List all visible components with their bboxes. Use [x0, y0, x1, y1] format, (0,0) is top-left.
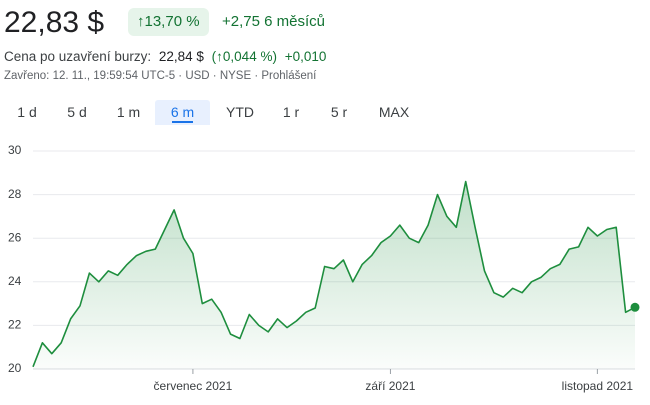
x-tick-label: září 2021	[365, 379, 415, 393]
change-badge: ↑13,70 %	[128, 8, 209, 36]
range-tabs: 1 d 5 d 1 m 6 m YTD 1 r 5 r MAX	[0, 100, 440, 126]
range-tab[interactable]: 5 r	[330, 104, 348, 120]
y-tick-label: 28	[8, 187, 22, 201]
range-tab[interactable]: 1 r	[282, 104, 300, 120]
y-tick-label: 20	[8, 361, 22, 375]
after-hours-percent: (↑0,044 %)	[211, 49, 277, 64]
x-tick-label: červenec 2021	[154, 379, 233, 393]
x-tick-label: listopad 2021	[562, 379, 634, 393]
change: +2,75 6 měsíců	[222, 13, 325, 30]
after-hours: Cena po uzavření burzy: 22,84 $ (↑0,044 …	[4, 49, 330, 64]
area-fill	[33, 181, 635, 369]
price-line	[32, 180, 636, 368]
price: 22,83 $	[4, 6, 105, 39]
y-tick-label: 30	[8, 143, 22, 157]
status: Zavřeno: 12. 11., 19:59:54 UTC-5 · USD ·…	[4, 70, 317, 82]
y-tick-label: 26	[8, 230, 22, 244]
range-tab[interactable]: 6 m	[155, 100, 210, 125]
after-hours-price: 22,84 $	[158, 49, 204, 64]
range-tab[interactable]: 1 d	[17, 104, 37, 120]
range-tab[interactable]: YTD	[226, 104, 254, 120]
after-hours-label: Cena po uzavření burzy:	[4, 49, 152, 64]
range-tab[interactable]: 5 d	[67, 104, 87, 120]
after-hours-change: +0,010	[284, 49, 327, 64]
range-tab[interactable]: MAX	[378, 104, 410, 120]
y-tick-label: 22	[8, 318, 22, 332]
range-tab[interactable]: 1 m	[116, 104, 141, 120]
last-point	[630, 302, 640, 312]
y-tick-label: 24	[8, 274, 22, 288]
